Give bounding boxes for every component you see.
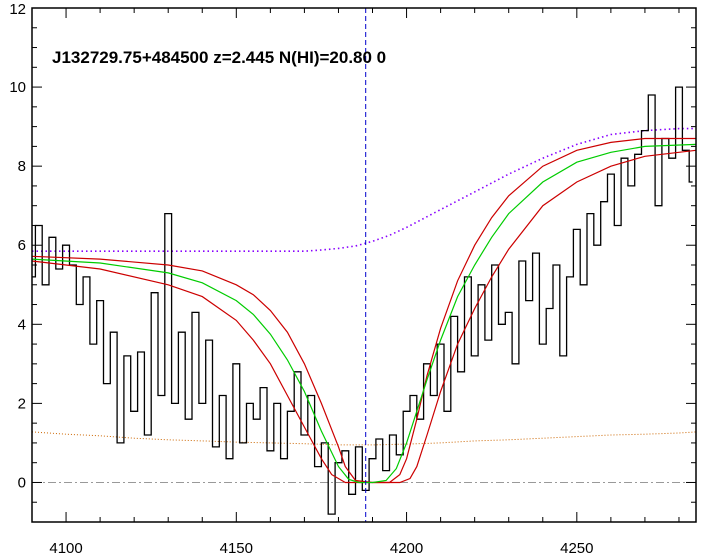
x-axis: 4100 4150 4200 4250	[31, 8, 680, 556]
y-tick-label: 10	[9, 79, 26, 96]
chart-title: J132729.75+484500 z=2.445 N(HI)=20.80 0	[52, 48, 386, 67]
error-series-layer	[31, 431, 697, 446]
continuum-series-line	[32, 127, 696, 252]
x-tick-label: 4250	[560, 540, 593, 556]
x-tick-label: 4150	[220, 540, 253, 556]
flux-series-layer	[32, 86, 693, 515]
continuum-series-layer	[32, 127, 696, 252]
model-series-line	[31, 143, 697, 484]
flux-series-line	[32, 86, 693, 515]
error-series-line	[31, 431, 697, 446]
y-tick-label: 6	[18, 237, 26, 254]
y-tick-label: 0	[18, 474, 26, 491]
model-series-layer	[31, 137, 697, 484]
x-tick-label: 4200	[390, 540, 423, 556]
y-tick-label: 2	[18, 395, 26, 412]
plot-frame	[31, 7, 697, 523]
y-tick-label: 4	[18, 316, 26, 333]
y-tick-label: 8	[18, 158, 26, 175]
plot-frame-layer	[31, 7, 697, 523]
lower-bound-series-line	[31, 149, 697, 484]
y-axis: 0 2 4 6 8 10 12	[9, 1, 696, 523]
upper-bound-series-line	[31, 137, 696, 484]
y-tick-label: 12	[9, 1, 26, 18]
x-tick-label: 4100	[49, 540, 82, 556]
